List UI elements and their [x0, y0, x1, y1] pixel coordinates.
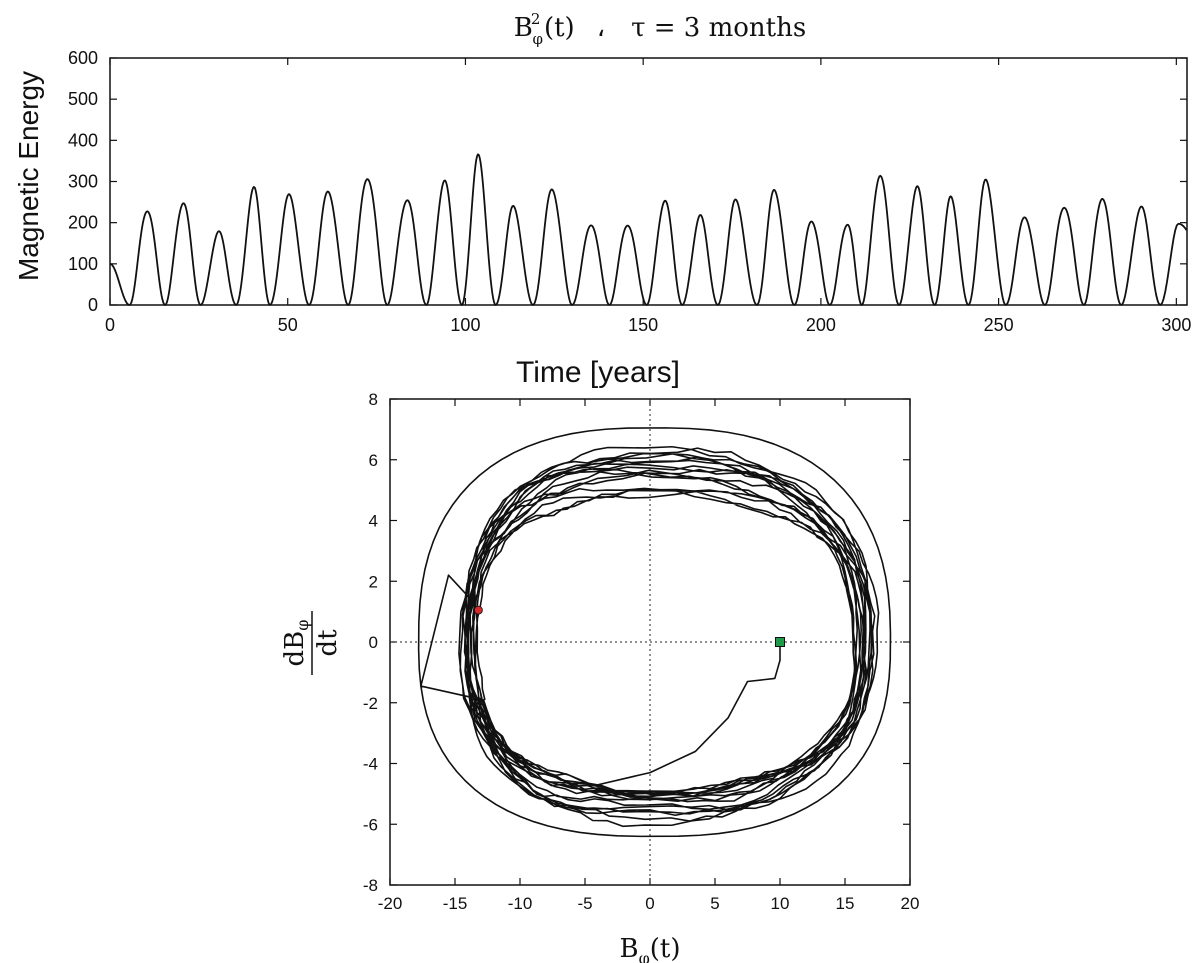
- phase-x-tick-label: 15: [836, 894, 855, 913]
- phase-y-tick-label: 2: [369, 572, 378, 591]
- title-b: B: [514, 13, 533, 43]
- phase-y-tick-label: -8: [363, 876, 378, 895]
- phase-y-tick-label: -6: [363, 815, 378, 834]
- xlabel-arg: (t): [650, 934, 681, 963]
- phase-trajectory: [417, 427, 892, 838]
- phase-y-tick-label: -4: [363, 755, 378, 774]
- top-y-axis-label: Magnetic Energy: [13, 71, 44, 281]
- top-plot-frame: [109, 57, 1188, 306]
- phase-x-tick-label: 5: [710, 894, 719, 913]
- top-chart-title: B2 φ(t) ، τ = 3 months: [514, 10, 806, 48]
- phase-y-tick-label: 4: [369, 512, 378, 531]
- ylabel-num-sub: φ: [293, 620, 312, 631]
- y-tick-label: 100: [68, 254, 98, 274]
- y-tick-label: 500: [68, 89, 98, 109]
- y-tick-label: 400: [68, 130, 98, 150]
- x-tick-label: 50: [278, 315, 298, 335]
- x-tick-label: 300: [1161, 315, 1191, 335]
- y-tick-label: 600: [68, 48, 98, 68]
- title-sup: 2: [531, 10, 541, 28]
- x-tick-label: 250: [984, 315, 1014, 335]
- phase-x-tick-label: -10: [508, 894, 533, 913]
- phase-y-tick-label: -2: [363, 694, 378, 713]
- magnetic-energy-line: [109, 153, 1188, 306]
- y-tick-label: 0: [88, 295, 98, 315]
- phase-y-axis-label: dBφ dt: [280, 611, 343, 675]
- ylabel-numerator: dBφ: [280, 620, 312, 667]
- x-tick-label: 0: [105, 315, 115, 335]
- title-arg: (t): [544, 13, 575, 43]
- title-sep: ،: [597, 13, 605, 43]
- phase-x-tick-label: 0: [645, 894, 654, 913]
- phase-x-axis-label: Bφ(t): [619, 934, 680, 963]
- phase-x-tick-label: 20: [901, 894, 920, 913]
- xlabel-b: B: [619, 934, 638, 963]
- phase-x-tick-label: -5: [577, 894, 592, 913]
- x-tick-label: 150: [628, 315, 658, 335]
- phase-y-tick-label: 6: [369, 451, 378, 470]
- title-tau: τ = 3 months: [631, 13, 806, 43]
- xlabel-sub: φ: [639, 949, 650, 963]
- phase-y-tick-label: 0: [369, 633, 378, 652]
- phase-x-tick-label: -20: [378, 894, 403, 913]
- top-ticks: 0 50 100 150 200 250 300 0 100 200 300 400 500 600: [68, 48, 1191, 335]
- start-point-marker: [775, 637, 785, 647]
- end-point-marker: [473, 605, 483, 615]
- y-tick-label: 200: [68, 213, 98, 233]
- phase-x-tick-label: 10: [771, 894, 790, 913]
- phase-x-tick-label: -15: [443, 894, 468, 913]
- x-tick-label: 100: [450, 315, 480, 335]
- top-x-axis-label: Time [years]: [516, 356, 680, 389]
- ylabel-denominator: dt: [313, 629, 343, 657]
- y-tick-label: 300: [68, 172, 98, 192]
- time-series-chart: B2 φ(t) ، τ = 3 months 0 50 100 150 200 250 300 0 1…: [13, 10, 1191, 389]
- x-tick-label: 200: [806, 315, 836, 335]
- title-sub: φ: [532, 30, 543, 48]
- ylabel-num-base: dB: [280, 631, 310, 667]
- phase-y-tick-label: 8: [369, 390, 378, 409]
